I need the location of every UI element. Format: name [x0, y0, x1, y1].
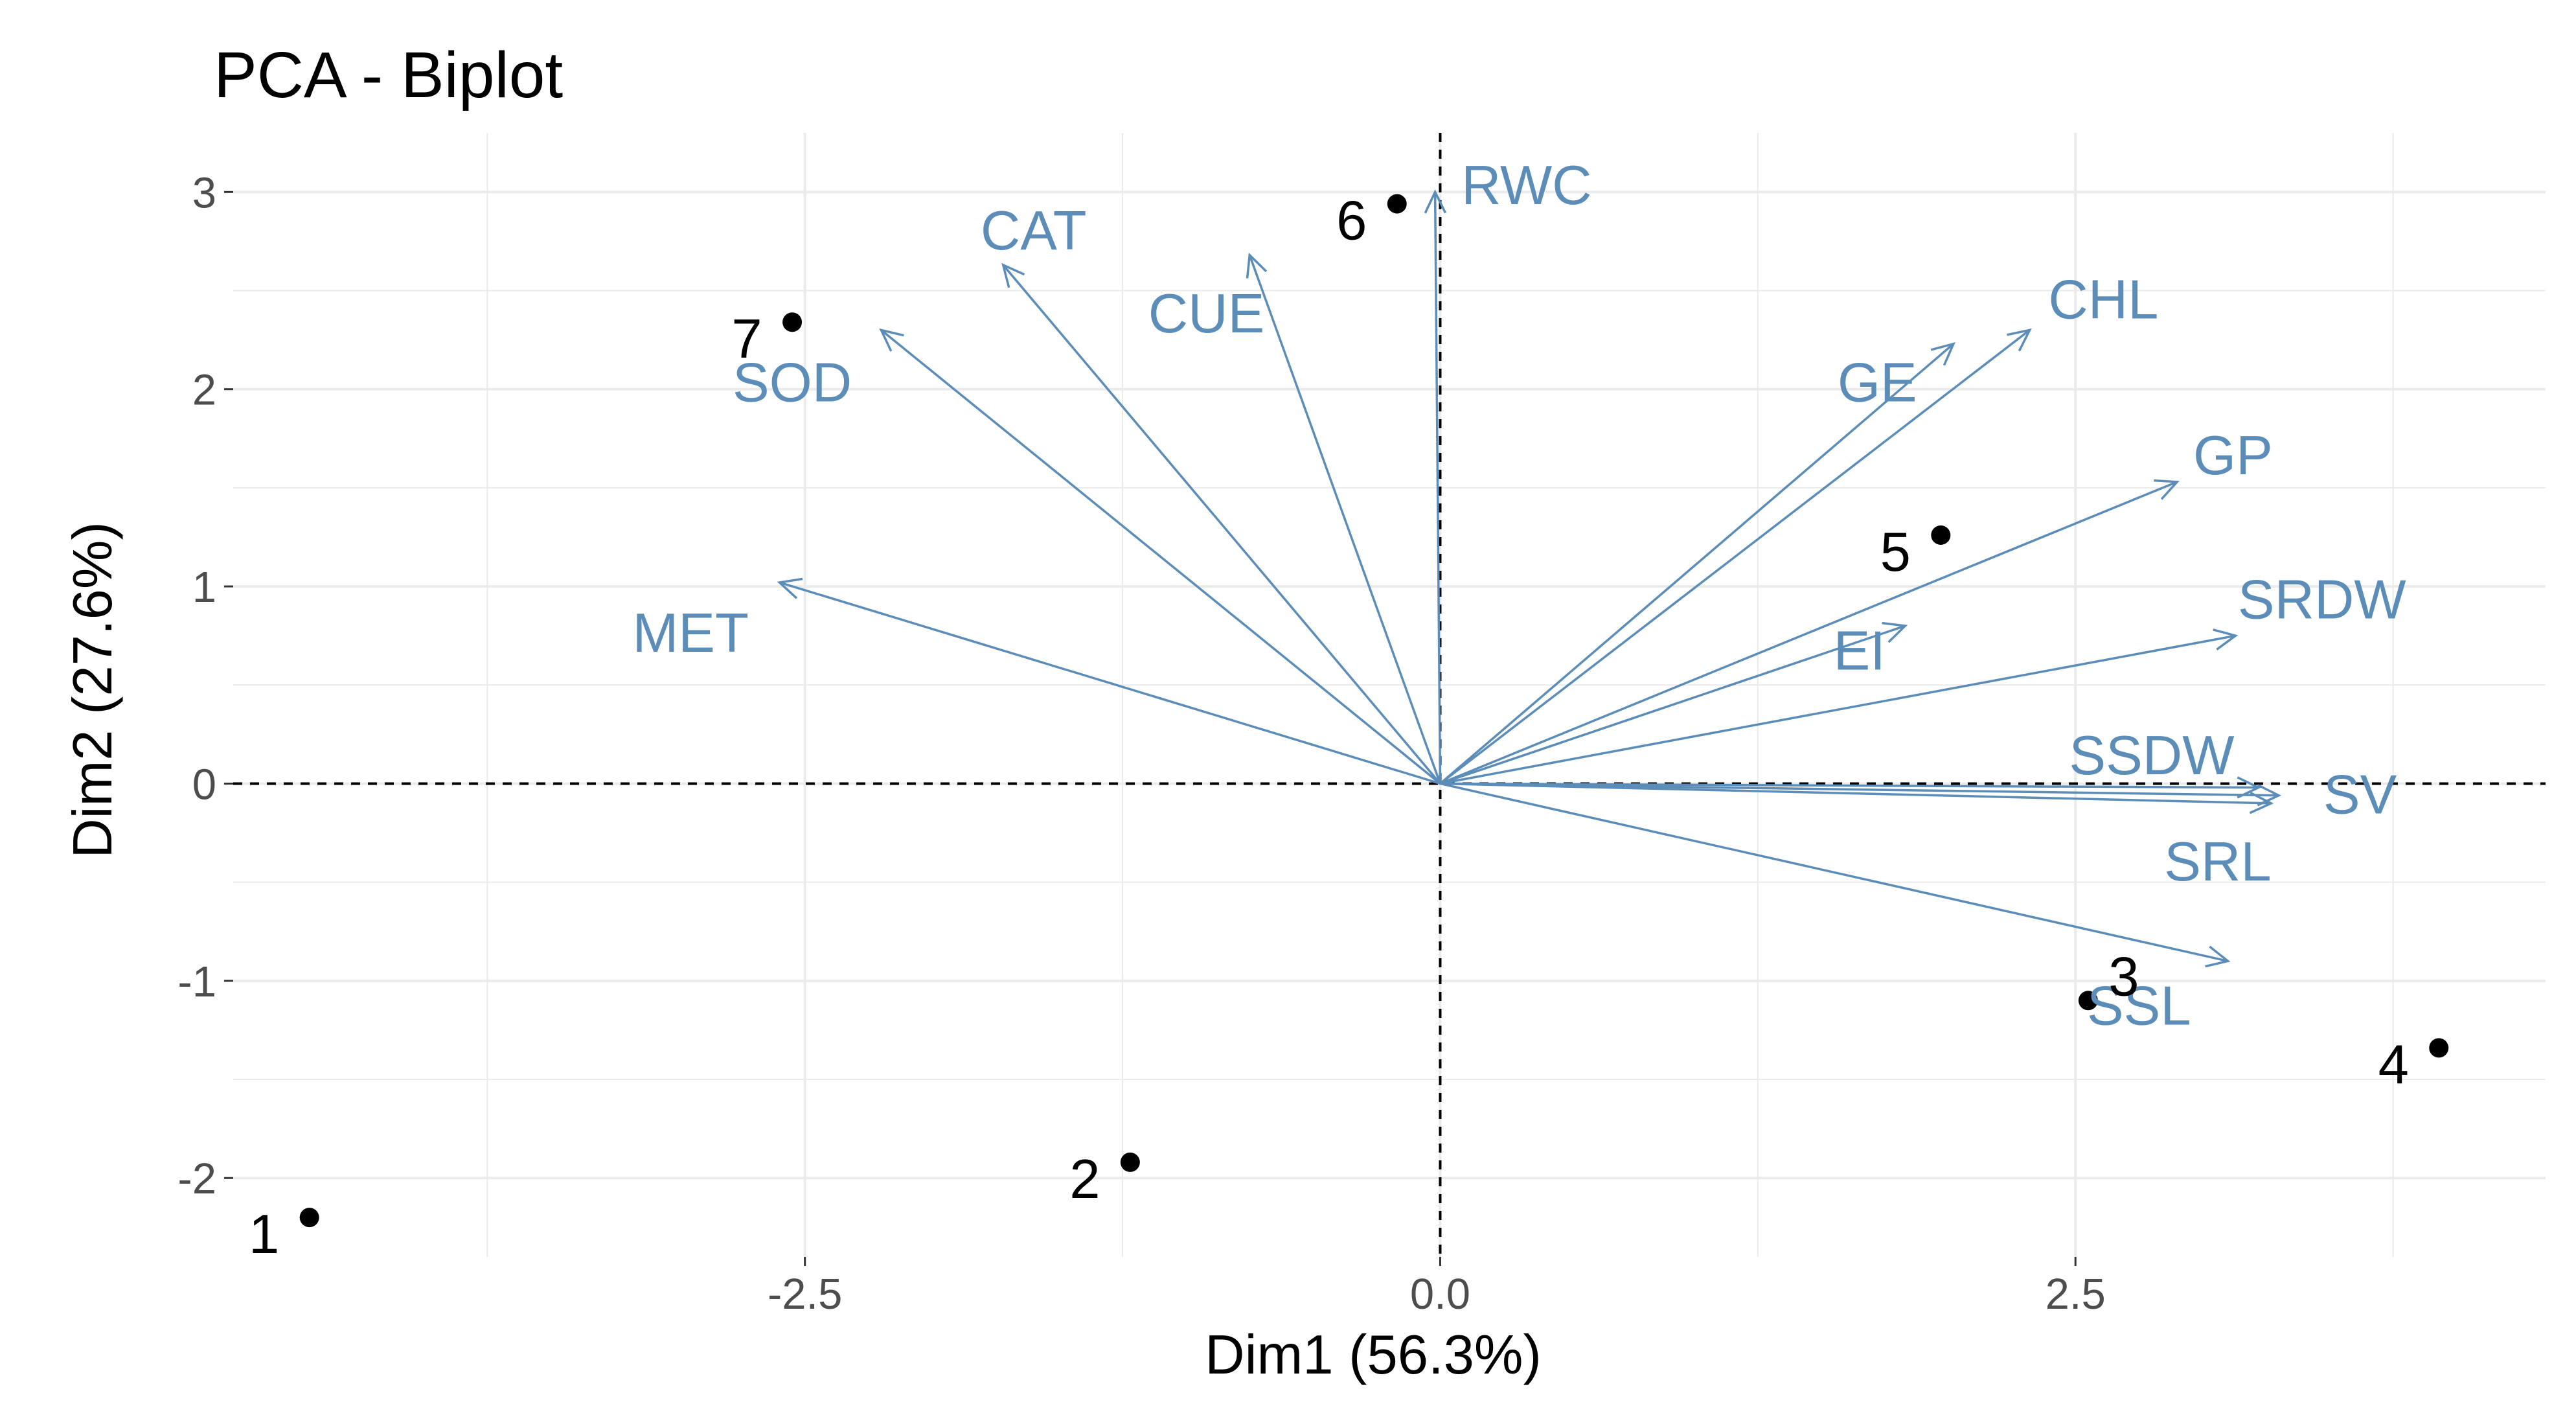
- variable-arrow-shaft: [1440, 782, 2272, 805]
- variable-arrow-head: [1882, 621, 1908, 643]
- observation-point: [1120, 1152, 1140, 1172]
- observation-label: 1: [249, 1204, 279, 1265]
- variable-arrow-shaft: [1439, 343, 1955, 785]
- variable-arrow-shaft: [1433, 192, 1442, 784]
- variable-arrow: [1424, 189, 1447, 784]
- variable-arrow: [1440, 628, 2239, 785]
- y-tick-label: 2: [192, 366, 216, 415]
- y-tick-label: 3: [192, 168, 216, 217]
- chart-labels: RWC CAT CUE SOD MET CHL GE GP SRDW EI SSDW SV SRL SSL…: [249, 155, 2409, 1265]
- variable-label: CHL: [2048, 270, 2158, 331]
- variable-label: SV: [2323, 765, 2397, 826]
- variable-arrow-shaft: [1248, 255, 1442, 785]
- y-tick-label: 0: [192, 760, 216, 809]
- variable-label: CAT: [981, 200, 1087, 262]
- variable-label: GP: [2193, 425, 2273, 487]
- variable-arrow-shaft: [1439, 625, 1906, 785]
- variable-label: MET: [632, 603, 748, 664]
- variable-label: SRDW: [2238, 569, 2406, 630]
- variable-label: SOD: [733, 352, 852, 414]
- variable-arrow: [1440, 782, 2274, 814]
- variable-label: SRL: [2164, 831, 2271, 893]
- variable-arrow-head: [2257, 784, 2282, 807]
- observation-label: 6: [1336, 190, 1367, 252]
- variable-arrow-shaft: [880, 329, 1441, 785]
- variable-arrow-head: [1001, 262, 1025, 288]
- observation-label: 7: [731, 308, 762, 370]
- variable-arrow-head: [1424, 189, 1447, 214]
- variable-arrow-head: [879, 328, 904, 352]
- variable-arrow-shaft: [1440, 634, 2236, 785]
- variable-arrow: [1440, 782, 2282, 807]
- variable-arrow: [879, 328, 1441, 785]
- variable-arrow: [1440, 782, 2231, 968]
- observation-label: 3: [2108, 946, 2139, 1007]
- variable-arrow: [1439, 328, 2032, 785]
- variable-arrow: [1001, 262, 1441, 785]
- variable-arrow-head: [2205, 945, 2231, 968]
- x-tick-label: 2.5: [2046, 1270, 2106, 1318]
- variable-arrow-shaft: [779, 581, 1441, 785]
- variable-arrows: [777, 189, 2282, 968]
- observation-point: [299, 1208, 319, 1228]
- observation-point: [2078, 991, 2098, 1011]
- variable-label: RWC: [1461, 155, 1591, 216]
- variable-arrow-shaft: [1439, 328, 2031, 785]
- variable-arrow-shaft: [1440, 782, 2259, 789]
- observation-label: 5: [1880, 522, 1911, 583]
- variable-label: EI: [1834, 621, 1886, 682]
- variable-arrow-head: [2249, 791, 2274, 814]
- y-tick-label: 1: [192, 563, 216, 612]
- variable-arrow-shaft: [1440, 782, 2229, 963]
- y-axis-title: Dim2 (27.6%): [62, 522, 124, 858]
- observation-point: [1387, 194, 1407, 214]
- x-axis-title: Dim1 (56.3%): [1205, 1324, 1542, 1386]
- variable-arrow: [1439, 479, 2180, 785]
- variable-label: GE: [1838, 352, 1917, 414]
- variable-arrow-shaft: [1002, 264, 1441, 785]
- variable-arrow: [777, 577, 1441, 785]
- variable-arrow-head: [1930, 342, 1955, 366]
- observation-point: [2429, 1038, 2449, 1058]
- chart-title: PCA - Biplot: [214, 39, 563, 111]
- variable-label: CUE: [1148, 283, 1264, 345]
- variable-arrow-head: [2154, 479, 2180, 500]
- observation-label: 4: [2378, 1034, 2409, 1096]
- variable-label: SSDW: [2069, 725, 2234, 787]
- variable-arrow-head: [2007, 328, 2032, 352]
- variable-arrow-head: [1246, 252, 1268, 279]
- observation-point: [1931, 525, 1951, 545]
- observation-label: 2: [1069, 1149, 1100, 1210]
- variable-label: SSL: [2087, 975, 2191, 1037]
- variable-arrow-shaft: [1440, 782, 2279, 797]
- variable-arrow: [1439, 621, 1908, 785]
- variable-arrow-shaft: [1439, 481, 2178, 785]
- x-tick-label: -2.5: [768, 1270, 842, 1318]
- observation-points: [299, 194, 2449, 1228]
- y-tick-label: -2: [177, 1155, 216, 1203]
- variable-arrow-head: [2213, 628, 2239, 650]
- variable-arrow-head: [777, 577, 803, 599]
- variable-arrow: [1246, 252, 1442, 785]
- observation-point: [782, 312, 803, 332]
- variable-arrow: [1439, 342, 1955, 785]
- y-tick-label: -1: [177, 958, 216, 1006]
- x-tick-label: 0.0: [1410, 1270, 1470, 1318]
- axis-ticks: -2.5 0.0 2.5 -2 -1 0 1 2 3: [177, 168, 2105, 1318]
